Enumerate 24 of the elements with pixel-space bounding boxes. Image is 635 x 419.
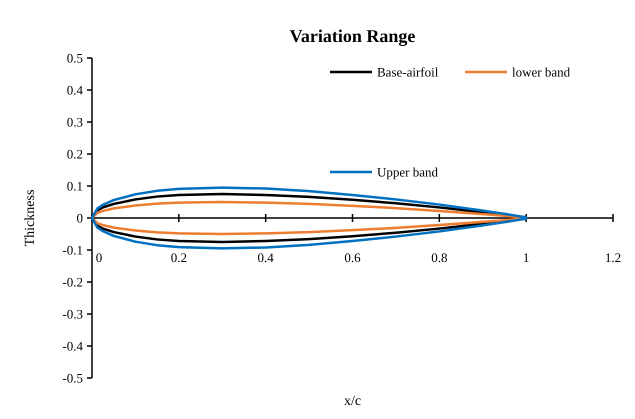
legend-label: Base-airfoil (377, 64, 439, 80)
chart-title: Variation Range (290, 26, 416, 46)
y-tick-label: 0.4 (66, 82, 84, 98)
x-tick-label: 0.6 (344, 250, 362, 265)
x-tick-label: 1 (522, 250, 530, 265)
y-tick-label: -0.5 (62, 370, 83, 386)
legend-label: lower band (512, 64, 571, 80)
x-tick-label: 0.8 (431, 250, 448, 265)
y-tick-label: -0.1 (62, 242, 83, 258)
x-axis-title: x/c (344, 394, 362, 409)
y-axis-title: Thickness (23, 190, 38, 246)
y-tick-label: 0.3 (66, 114, 83, 130)
legend-label: Upper band (377, 164, 439, 180)
y-tick-label: -0.3 (62, 306, 83, 322)
y-tick-label: -0.2 (62, 274, 83, 290)
y-tick-label: 0.1 (66, 178, 83, 194)
x-tick-label: 1.2 (604, 250, 622, 265)
x-tick-label: 0.4 (258, 250, 274, 265)
x-tick-label: 0.2 (170, 250, 187, 265)
y-tick-label: -0.4 (62, 338, 84, 354)
y-tick-label: 0.2 (66, 146, 83, 162)
y-tick-label: 0.5 (66, 50, 83, 66)
x-tick-label: 0 (96, 250, 102, 265)
y-tick-label: 0 (76, 210, 83, 226)
